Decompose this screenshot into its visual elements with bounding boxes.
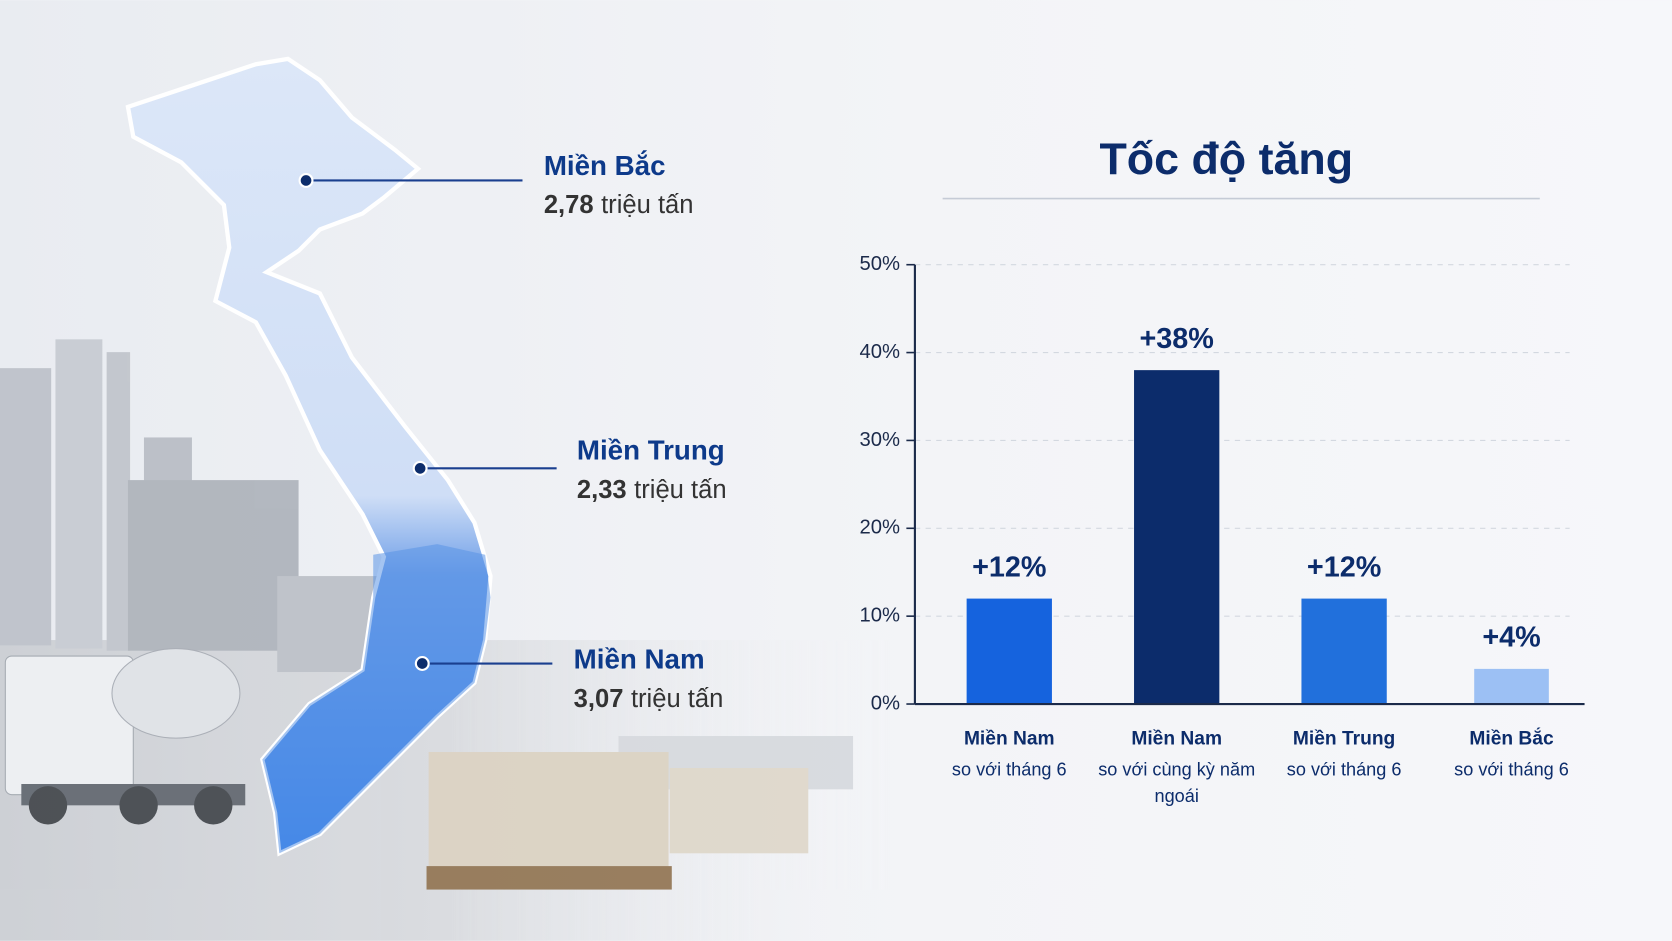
category-label-box: Miền Nam so với tháng 6 — [924, 727, 1095, 782]
category-label-box: Miền Nam so với cùng kỳ năm ngoái — [1091, 727, 1262, 809]
region-volume: 3,07 triệu tấn — [574, 685, 724, 713]
region-volume: 2,33 triệu tấn — [577, 476, 727, 504]
bar — [966, 598, 1052, 705]
region-dot — [298, 172, 314, 188]
value-label: +4% — [1482, 622, 1540, 654]
y-tick-label: 40% — [859, 341, 900, 363]
category-name: Miền Bắc — [1469, 727, 1554, 749]
category-note: so với tháng 6 — [1454, 759, 1569, 780]
y-tick-label: 20% — [859, 517, 900, 539]
category-note: so với cùng kỳ năm ngoái — [1098, 759, 1256, 807]
value-label: +12% — [1307, 551, 1381, 583]
category-label: Miền Nam so với cùng kỳ năm ngoái — [1091, 727, 1262, 809]
value-label: +12% — [972, 551, 1046, 583]
category-note: so với tháng 6 — [1286, 759, 1402, 780]
region-dot — [412, 460, 428, 476]
region-dot — [414, 656, 430, 671]
bar — [1301, 598, 1387, 705]
category-name: Miền Nam — [963, 727, 1055, 749]
category-name: Miền Trung — [1292, 727, 1396, 749]
y-tick-label: 10% — [859, 605, 900, 627]
region-name: Miền Bắc — [544, 150, 666, 181]
volume-value: 2,33 — [577, 476, 627, 504]
volume-value: 3,07 — [574, 685, 624, 713]
volume-unit: triệu tấn — [601, 191, 693, 219]
category-label-box: Miền Bắc so với tháng 6 — [1426, 727, 1597, 782]
volume-unit: triệu tấn — [634, 476, 726, 504]
category-label: Miền Bắc so với tháng 6 — [1426, 727, 1597, 782]
category-label: Miền Nam so với tháng 6 — [924, 727, 1095, 782]
category-name: Miền Nam — [1131, 727, 1223, 749]
region-name: Miền Trung — [577, 435, 725, 466]
y-tick-label: 50% — [859, 253, 900, 275]
bar-chart: 0% 10% 20% 30% 40% 50% +12% Miền Nam so với thán… — [859, 253, 1597, 809]
value-label: +38% — [1139, 323, 1213, 355]
volume-value: 2,78 — [544, 191, 594, 219]
bar — [1134, 370, 1220, 705]
y-tick-label: 0% — [871, 692, 900, 714]
chart-title: Tốc độ tăng — [1099, 134, 1353, 184]
y-tick-label: 30% — [859, 429, 900, 451]
vietnam-map — [125, 56, 493, 857]
category-label: Miền Trung so với tháng 6 — [1259, 727, 1430, 782]
factory-photo — [0, 339, 896, 941]
region-volume: 2,78 triệu tấn — [544, 191, 694, 219]
category-note: so với tháng 6 — [951, 759, 1067, 780]
bar — [1474, 668, 1549, 705]
category-label-box: Miền Trung so với tháng 6 — [1259, 727, 1430, 782]
volume-unit: triệu tấn — [631, 685, 723, 713]
region-name: Miền Nam — [574, 644, 705, 675]
